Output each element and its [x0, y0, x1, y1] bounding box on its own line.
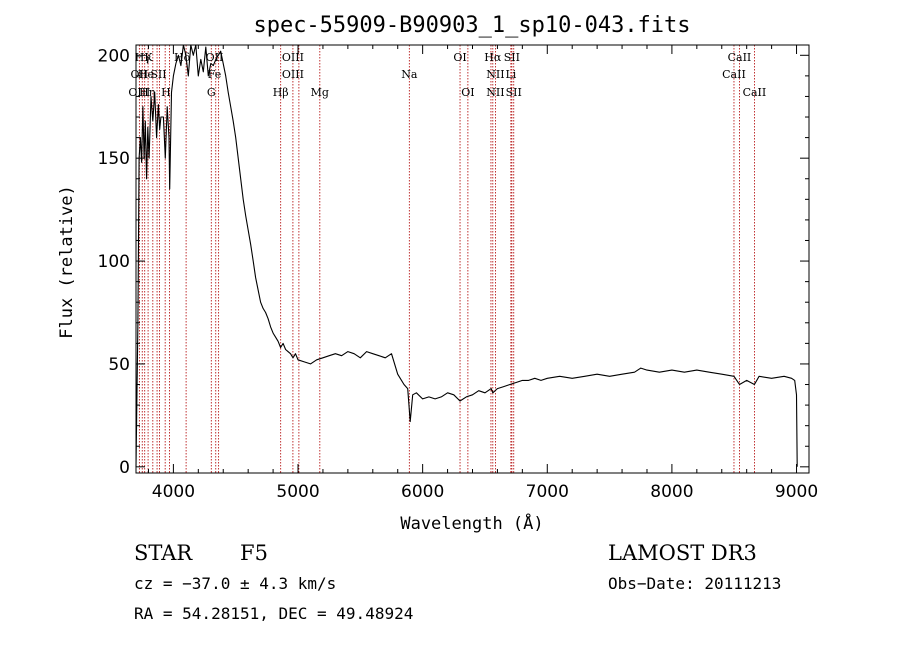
emission-line-markers: [138, 45, 755, 473]
spectrum-series: [135, 44, 798, 467]
line-label-9: OII: [131, 68, 149, 81]
y-tick-label-4: 200: [98, 46, 130, 66]
line-label-7: SII: [504, 51, 520, 64]
line-label-5: OI: [453, 51, 466, 64]
chart-title: spec-55909-B90903_1_sp10-043.fits: [253, 13, 690, 38]
line-label-25: NII: [486, 86, 504, 99]
y-tick-label-2: 100: [98, 252, 130, 272]
y-tick-label-3: 150: [98, 149, 130, 169]
x-tick-label-5: 9000: [775, 482, 818, 502]
line-label-13: OIII: [282, 68, 304, 81]
y-tick-label-0: 0: [119, 458, 130, 478]
y-axis-ticks: 0 50 100 150 200: [98, 46, 809, 478]
line-label-6: Hα: [484, 51, 502, 64]
x-tick-label-0: 4000: [152, 482, 195, 502]
x-tick-label-1: 5000: [276, 482, 319, 502]
line-label-27: CaII: [743, 86, 767, 99]
line-label-20: H: [161, 86, 171, 99]
survey-name: LAMOST DR3: [608, 541, 757, 565]
line-label-26: SII: [506, 86, 522, 99]
line-label-18: OIII: [128, 86, 150, 99]
line-label-24: OI: [461, 86, 474, 99]
plot-frame: [135, 44, 810, 474]
object-subclass: F5: [240, 541, 268, 565]
spectrum-line-0: [135, 44, 798, 467]
line-label-21: G: [207, 86, 216, 99]
y-tick-label-1: 50: [108, 355, 130, 375]
redshift-velocity: cz = −37.0 ± 4.3 km/s: [134, 574, 336, 593]
line-label-0: Hγ: [135, 51, 152, 64]
x-tick-label-3: 7000: [526, 482, 569, 502]
line-label-10: He: [138, 68, 154, 81]
line-label-12: Fe: [208, 68, 222, 81]
line-label-1: K: [144, 51, 153, 64]
x-axis-ticks: 4000 5000 6000 7000 8000 9000: [147, 45, 818, 502]
x-tick-label-2: 6000: [401, 482, 444, 502]
line-label-15: NII: [486, 68, 504, 81]
object-type: STAR: [134, 541, 193, 565]
line-label-22: Hβ: [273, 86, 289, 99]
observation-date: Obs−Date: 20111213: [608, 574, 781, 593]
x-tick-label-4: 8000: [650, 482, 693, 502]
line-label-4: OIII: [282, 51, 304, 64]
line-label-17: CaII: [722, 68, 746, 81]
line-label-19: Hη: [139, 86, 155, 99]
line-label-11: SII: [150, 68, 166, 81]
line-label-14: Na: [401, 68, 418, 81]
coordinates: RA = 54.28151, DEC = 49.48924: [134, 604, 413, 623]
line-label-16: Li: [505, 68, 516, 81]
x-axis-label: Wavelength (Å): [400, 512, 543, 534]
line-label-23: Mg: [311, 86, 329, 99]
y-axis-label: Flux (relative): [57, 185, 77, 339]
line-label-8: CaII: [728, 51, 752, 64]
